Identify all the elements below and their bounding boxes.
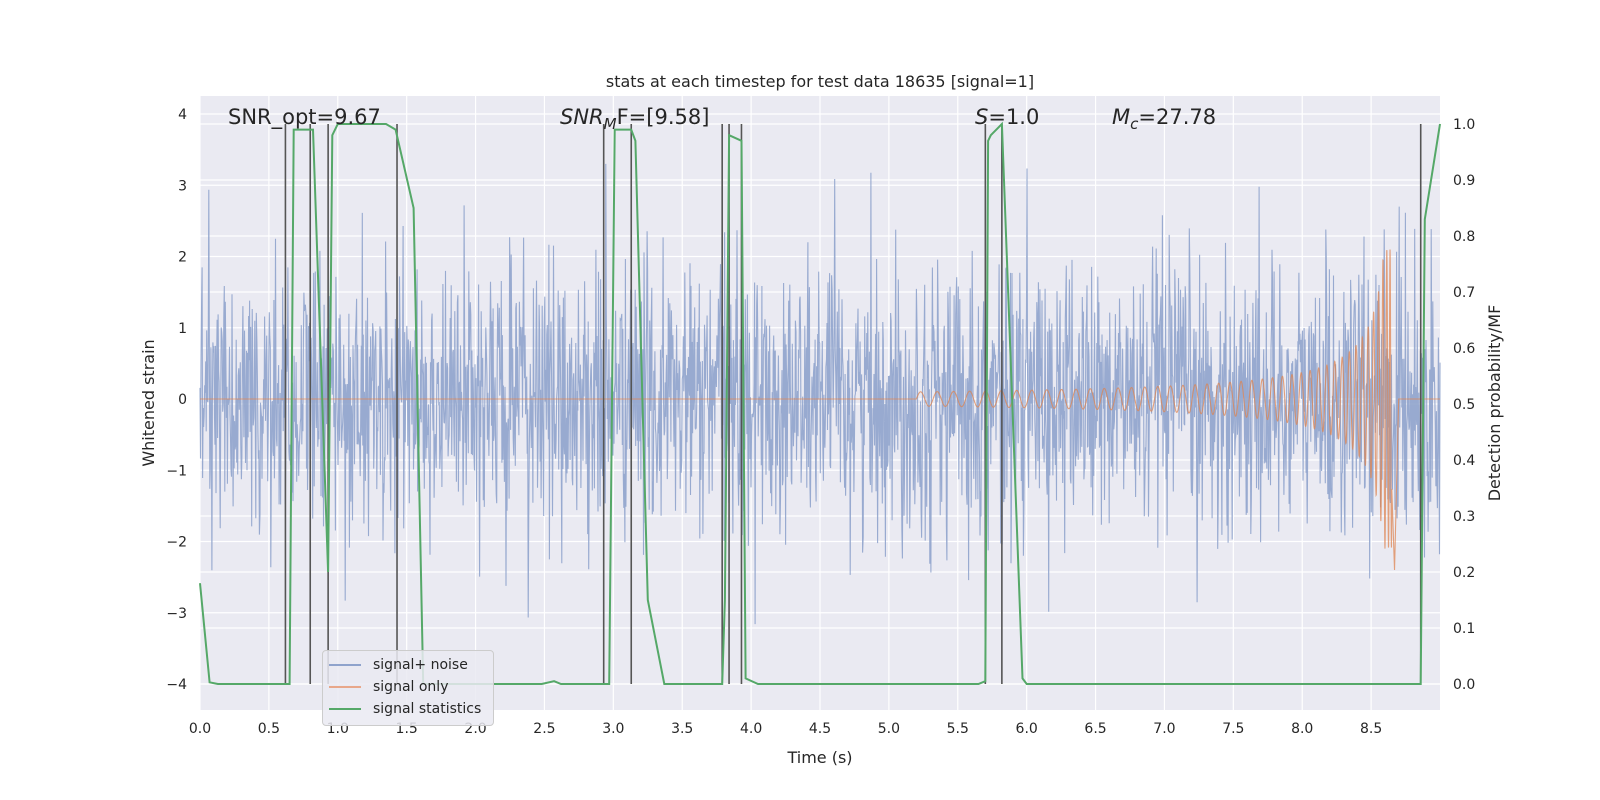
legend-label-signal-noise: signal+ noise — [373, 657, 468, 673]
x-tick-label: 7.0 — [1153, 721, 1175, 737]
x-tick-label: 6.0 — [1016, 721, 1038, 737]
x-tick-label: 8.5 — [1360, 721, 1382, 737]
legend-item-signal-only: signal only — [329, 676, 487, 698]
signal-noise-series — [199, 163, 1441, 625]
x-tick-label: 4.0 — [740, 721, 762, 737]
x-tick-label: 2.5 — [533, 721, 555, 737]
y-right-tick-label: 0.3 — [1453, 509, 1475, 525]
y-right-tick-label: 0.6 — [1453, 341, 1475, 357]
x-tick-label: 0.0 — [189, 721, 211, 737]
y-left-tick-label: −1 — [166, 463, 187, 479]
x-tick-label: 7.5 — [1222, 721, 1244, 737]
signal-statistics-line — [199, 121, 1441, 685]
y-left-tick-label: 4 — [178, 107, 187, 123]
x-tick-label: 5.5 — [947, 721, 969, 737]
x-tick-label: 3.5 — [671, 721, 693, 737]
legend-item-signal-statistics: signal statistics — [329, 698, 487, 720]
y-left-tick-label: 2 — [178, 250, 187, 266]
y-right-tick-label: 0.2 — [1453, 565, 1475, 581]
x-tick-label: 8.0 — [1291, 721, 1313, 737]
legend-item-signal-noise: signal+ noise — [329, 654, 487, 676]
detection-vlines — [284, 124, 1422, 684]
legend-swatch-signal-noise — [329, 664, 361, 666]
y-right-tick-label: 0.8 — [1453, 229, 1475, 245]
y-left-tick-label: 0 — [178, 392, 187, 408]
legend-swatch-signal-statistics — [329, 708, 361, 710]
y-right-axis-label: Detection probability/MF — [1485, 305, 1504, 502]
y-left-tick-label: −3 — [166, 606, 187, 622]
x-tick-label: 0.5 — [258, 721, 280, 737]
x-tick-label: 3.0 — [602, 721, 624, 737]
legend-label-signal-statistics: signal statistics — [373, 701, 482, 717]
y-right-tick-labels: 0.0 0.1 0.2 0.3 0.4 0.5 0.6 0.7 0.8 0.9 1.0 — [1453, 117, 1475, 693]
annotation-snr-mf: SNRMF=[9.58] — [560, 105, 709, 133]
signal-statistics-series — [199, 121, 1441, 685]
y-right-tick-label: 0.5 — [1453, 397, 1475, 413]
y-right-tick-label: 0.0 — [1453, 677, 1475, 693]
chart-title: stats at each timestep for test data 186… — [606, 72, 1034, 91]
y-right-tick-label: 0.1 — [1453, 621, 1475, 637]
y-left-tick-label: −4 — [166, 677, 187, 693]
y-right-tick-label: 0.7 — [1453, 285, 1475, 301]
y-right-tick-label: 0.4 — [1453, 453, 1475, 469]
y-left-tick-label: 1 — [178, 321, 187, 337]
x-tick-label: 4.5 — [809, 721, 831, 737]
y-right-tick-label: 0.9 — [1453, 173, 1475, 189]
x-tick-label: 5.0 — [878, 721, 900, 737]
legend: signal+ noise signal only signal statist… — [322, 650, 494, 726]
y-left-tick-label: 3 — [178, 178, 187, 194]
annotation-mc: Mc=27.78 — [1112, 105, 1216, 133]
signal-noise-line — [199, 163, 1441, 625]
legend-swatch-signal-only — [329, 686, 361, 688]
annotation-s: S=1.0 — [975, 105, 1039, 129]
annotation-snr-opt: SNR_opt=9.67 — [228, 105, 381, 130]
y-right-tick-label: 1.0 — [1453, 117, 1475, 133]
y-left-axis-label: Whitened strain — [139, 339, 158, 466]
x-axis-label: Time (s) — [786, 748, 852, 767]
signal-only-line — [200, 249, 1440, 571]
y-left-tick-labels: −4 −3 −2 −1 0 1 2 3 4 — [166, 107, 187, 693]
signal-only-series — [200, 249, 1440, 571]
x-tick-label: 6.5 — [1084, 721, 1106, 737]
y-left-tick-label: −2 — [166, 535, 187, 551]
legend-label-signal-only: signal only — [373, 679, 449, 695]
